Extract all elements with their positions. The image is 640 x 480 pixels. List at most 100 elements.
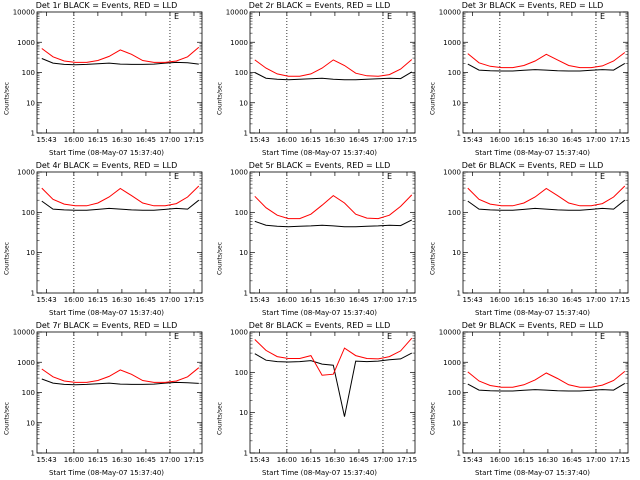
chart-panel: 1 10 100 1000 10000 15:43 16:00 16:15 16:30 16:45… (0, 320, 213, 480)
events-series-line (467, 382, 626, 392)
chart-plot: 1 10 100 1000 10000 15:43 16:00 16:15 16:30 16:45… (226, 9, 417, 145)
x-tick-label: 16:30 (538, 136, 558, 144)
plot-frame (36, 171, 203, 294)
lld-series-line (467, 185, 626, 207)
x-tick-label: 16:00 (64, 296, 84, 304)
x-tick-label: 16:30 (538, 456, 558, 464)
chart-panel: 1 10 100 1000 15:43 16:00 16:15 16:30 16:45 17:00… (213, 320, 426, 480)
y-tick-label: 1000 (230, 329, 248, 337)
lld-series-line (41, 185, 200, 207)
y-tick-label: 1000 (17, 359, 35, 367)
x-tick-label: 16:00 (490, 456, 510, 464)
y-tick-label: 1 (457, 450, 461, 458)
chart-panel: 1 10 100 1000 15:43 16:00 16:15 16:30 16:45 17:00… (0, 160, 213, 320)
x-tick-label: 17:15 (397, 296, 417, 304)
events-series-line (467, 199, 626, 211)
corner-mark: E (387, 172, 392, 181)
y-tick-label: 100 (22, 209, 35, 217)
x-tick-label: 17:15 (610, 456, 630, 464)
chart-title: Det 3r BLACK = Events, RED = LLD (461, 1, 604, 10)
chart-plot: 1 10 100 1000 10000 15:43 16:00 16:15 16:30 16:45… (439, 329, 630, 465)
y-tick-label: 10000 (439, 9, 461, 17)
y-tick-label: 1000 (17, 39, 35, 47)
x-tick-label: 17:00 (586, 456, 606, 464)
y-tick-label: 1000 (230, 39, 248, 47)
x-tick-label: 16:00 (277, 456, 297, 464)
x-tick-label: 16:45 (349, 456, 369, 464)
lld-series-line (467, 371, 626, 388)
events-series-line (41, 378, 199, 386)
y-tick-label: 10 (26, 419, 35, 427)
x-tick-label: 16:45 (349, 296, 369, 304)
x-tick-label: 16:30 (325, 456, 345, 464)
x-tick-label: 15:43 (250, 456, 270, 464)
x-tick-label: 16:45 (136, 136, 156, 144)
x-tick-label: 16:45 (562, 456, 582, 464)
corner-mark: E (387, 12, 392, 21)
x-axis-label: Start Time (08-May-07 15:37:40) (474, 149, 591, 157)
chart-panel: 1 10 100 1000 10000 15:43 16:00 16:15 16:30 16:45… (213, 0, 426, 160)
chart-plot: 1 10 100 1000 10000 15:43 16:00 16:15 16:30 16:45… (13, 9, 204, 145)
x-axis-label: Start Time (08-May-07 15:37:40) (261, 149, 378, 157)
chart-plot: 1 10 100 1000 15:43 16:00 16:15 16:30 16:45 17:00… (17, 169, 204, 305)
x-tick-label: 16:15 (88, 296, 108, 304)
x-axis-label: Start Time (08-May-07 15:37:40) (474, 469, 591, 477)
x-tick-label: 16:00 (490, 136, 510, 144)
y-tick-label: 1000 (443, 359, 461, 367)
x-tick-label: 16:30 (325, 296, 345, 304)
lld-series-line (41, 46, 200, 63)
x-axis-label: Start Time (08-May-07 15:37:40) (474, 309, 591, 317)
plot-frame (249, 171, 416, 294)
y-tick-label: 1000 (17, 169, 35, 177)
y-tick-label: 10 (26, 99, 35, 107)
x-tick-label: 16:15 (514, 456, 534, 464)
y-axis-label: Counts/sec (429, 401, 437, 436)
chart-title: Det 1r BLACK = Events, RED = LLD (35, 1, 178, 10)
corner-mark: E (174, 332, 179, 341)
x-tick-label: 15:43 (37, 136, 57, 144)
x-tick-label: 16:15 (514, 136, 534, 144)
chart-title: Det 6r BLACK = Events, RED = LLD (461, 161, 604, 170)
y-tick-label: 100 (22, 69, 35, 77)
y-tick-label: 100 (448, 209, 461, 217)
x-tick-label: 17:15 (184, 136, 204, 144)
y-tick-label: 1 (244, 450, 248, 458)
corner-mark: E (174, 172, 179, 181)
x-axis-label: Start Time (08-May-07 15:37:40) (48, 309, 165, 317)
lld-series-line (254, 337, 413, 376)
x-tick-label: 17:00 (160, 296, 180, 304)
plot-frame (462, 331, 629, 454)
x-tick-label: 16:00 (277, 296, 297, 304)
x-tick-label: 15:43 (37, 456, 57, 464)
x-tick-label: 16:15 (301, 136, 321, 144)
x-tick-label: 16:15 (301, 456, 321, 464)
events-series-line (254, 71, 413, 81)
chart-title: Det 8r BLACK = Events, RED = LLD (248, 321, 391, 330)
lld-series-line (254, 59, 413, 77)
x-tick-label: 16:45 (562, 136, 582, 144)
x-tick-label: 16:30 (112, 456, 132, 464)
corner-mark: E (174, 12, 179, 21)
y-tick-label: 1000 (443, 169, 461, 177)
chart-plot: 1 10 100 1000 10000 15:43 16:00 16:15 16:30 16:45… (439, 9, 630, 145)
x-tick-label: 17:00 (160, 456, 180, 464)
chart-title: Det 4r BLACK = Events, RED = LLD (35, 161, 178, 170)
x-axis-label: Start Time (08-May-07 15:37:40) (261, 309, 378, 317)
x-tick-label: 16:00 (277, 136, 297, 144)
x-tick-label: 15:43 (250, 136, 270, 144)
chart-title: Det 2r BLACK = Events, RED = LLD (248, 1, 391, 10)
x-tick-label: 17:15 (184, 296, 204, 304)
y-tick-label: 1 (244, 130, 248, 138)
y-tick-label: 1 (31, 290, 35, 298)
x-tick-label: 16:15 (88, 136, 108, 144)
x-axis-label: Start Time (08-May-07 15:37:40) (261, 469, 378, 477)
events-series-line (41, 199, 200, 211)
corner-mark: E (600, 332, 605, 341)
x-tick-label: 16:00 (64, 456, 84, 464)
x-tick-label: 16:45 (562, 296, 582, 304)
y-tick-label: 10000 (13, 9, 35, 17)
x-tick-label: 16:45 (349, 136, 369, 144)
x-tick-label: 16:00 (64, 136, 84, 144)
x-tick-label: 16:45 (136, 456, 156, 464)
